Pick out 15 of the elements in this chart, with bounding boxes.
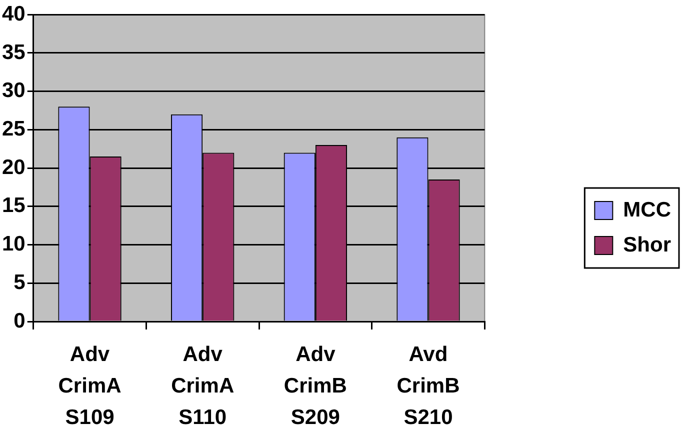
y-tick-label: 15 — [2, 194, 26, 218]
y-tick-label: 40 — [2, 2, 26, 26]
y-tick-label: 35 — [2, 40, 26, 64]
y-tick-label: 0 — [14, 309, 26, 332]
y-tick-label: 10 — [2, 232, 26, 256]
x-tick-label: Adv CrimA S109 — [58, 343, 122, 430]
y-tick-label: 25 — [2, 117, 26, 140]
x-tick-label: Avd CrimB S210 — [396, 343, 460, 430]
x-tick-label: Adv CrimA S110 — [171, 343, 234, 430]
legend-label: Shor — [623, 233, 672, 256]
y-tick-label: 5 — [14, 270, 26, 294]
y-tick-label: 20 — [2, 156, 26, 179]
x-tick-label: Adv CrimB S209 — [284, 343, 347, 430]
y-tick-label: 30 — [2, 79, 26, 102]
legend-label: MCC — [623, 198, 671, 222]
